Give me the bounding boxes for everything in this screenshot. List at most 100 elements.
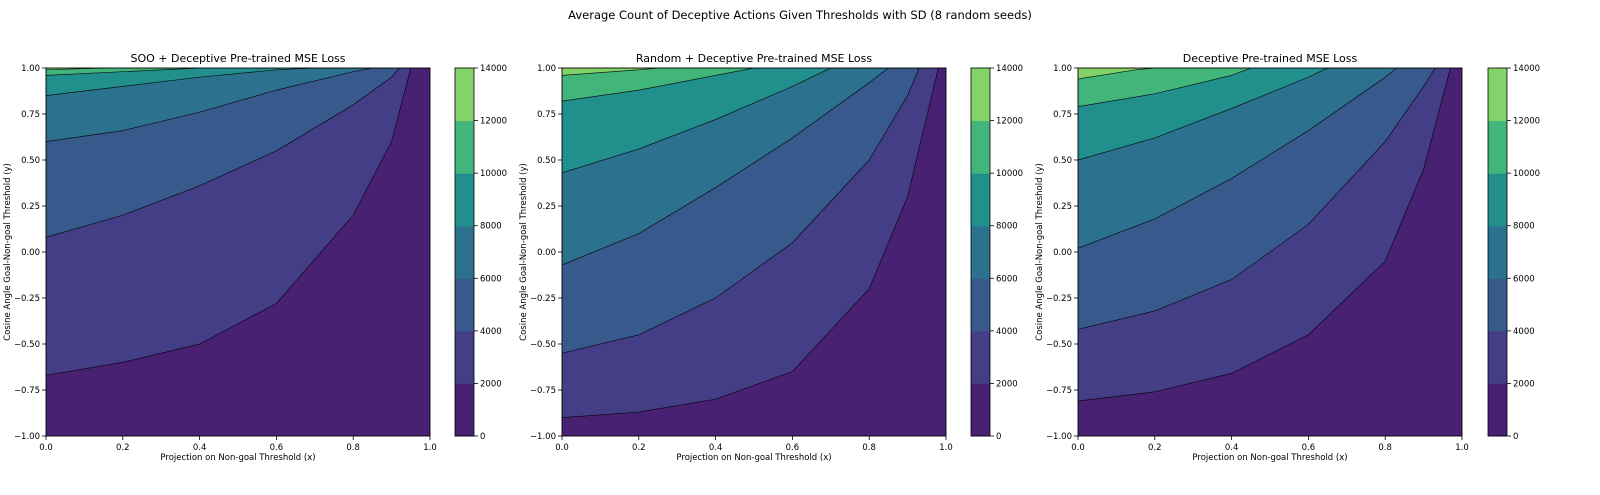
x-tick-label: 1.0	[423, 443, 437, 453]
contour-line-12000	[562, 68, 659, 76]
colorbar-tick-label: 10000	[996, 169, 1023, 179]
colorbar-band-12000	[1488, 68, 1507, 122]
colorbar-band-4000	[1488, 278, 1507, 332]
y-tick-label: −0.25	[14, 294, 40, 304]
colorbar-frame	[454, 67, 475, 437]
y-tick-label: −0.75	[530, 386, 556, 396]
colorbar-band-0	[455, 383, 474, 437]
colorbar-tick-label: 14000	[480, 64, 507, 74]
y-tick-label: 0.25	[21, 202, 40, 212]
subplot-title: Random + Deceptive Pre-trained MSE Loss	[636, 52, 873, 65]
panel-3: 0.0 0.2 0.4 0.6 0.8 1.0 1.00 0.75 0.50 0.25 0.00 −0…	[1035, 52, 1540, 463]
colorbar-band-12000	[455, 68, 474, 122]
y-axis-label: Cosine Angle Goal-Non-goal Threshold (y)	[519, 163, 529, 341]
colorbar-tick-label: 4000	[1513, 327, 1535, 337]
colorbar-band-8000	[971, 173, 990, 227]
x-tick-label: 0.4	[193, 443, 207, 453]
contour-area	[562, 68, 946, 436]
y-axis-label: Cosine Angle Goal-Non-goal Threshold (y)	[1035, 163, 1045, 341]
x-tick-label: 0.6	[1302, 443, 1316, 453]
contour-line-12000	[1078, 68, 1155, 80]
contour-band-5	[1078, 68, 1251, 107]
contour-band-4	[46, 68, 315, 96]
x-tick-label: 0.0	[555, 443, 569, 453]
colorbar-tick-label: 4000	[480, 327, 502, 337]
contour-line-4000	[46, 68, 400, 238]
y-tick-label: 0.00	[1053, 248, 1072, 258]
colorbar-band-2000	[971, 330, 990, 384]
contour-band-5	[562, 68, 754, 102]
colorbar-band-8000	[1488, 173, 1507, 227]
colorbar-band-2000	[1488, 330, 1507, 384]
x-tick-label: 1.0	[939, 443, 953, 453]
y-tick-label: −0.50	[1046, 340, 1072, 350]
contour-line-10000	[562, 68, 755, 102]
colorbar-tick-label: 12000	[1513, 117, 1540, 127]
subplot-title: Deceptive Pre-trained MSE Loss	[1183, 52, 1358, 65]
colorbar-tick-label: 6000	[996, 274, 1018, 284]
colorbar-frame	[970, 67, 991, 437]
colorbar-band-8000	[455, 173, 474, 227]
x-tick-label: 0.6	[270, 443, 284, 453]
colorbar-tick-label: 8000	[480, 222, 502, 232]
y-tick-label: 0.75	[537, 110, 556, 120]
colorbar-tick-label: 12000	[996, 117, 1023, 127]
colorbar-tick-label: 0	[996, 432, 1001, 442]
colorbar-band-10000	[1488, 120, 1507, 174]
colorbar-band-0	[971, 383, 990, 437]
x-tick-label: 0.8	[862, 443, 876, 453]
contour-band-6	[1078, 68, 1155, 79]
contour-line-8000	[1078, 68, 1328, 161]
y-tick-label: 0.50	[21, 156, 40, 166]
colorbar-tick-label: 2000	[480, 379, 502, 389]
y-tick-label: 0.75	[21, 110, 40, 120]
figure-title: Average Count of Deceptive Actions Given…	[568, 8, 1032, 22]
contour-line-4000	[562, 68, 920, 354]
x-tick-label: 0.4	[709, 443, 723, 453]
y-tick-label: −1.00	[14, 432, 40, 442]
colorbar-tick-label: 2000	[996, 379, 1018, 389]
contour-line-4000	[1078, 68, 1436, 330]
y-tick-label: 0.50	[1053, 156, 1072, 166]
x-tick-label: 0.2	[632, 443, 646, 453]
y-tick-label: −0.25	[1046, 294, 1072, 304]
x-tick-label: 0.8	[346, 443, 360, 453]
colorbar-frame	[1487, 67, 1508, 437]
x-tick-label: 0.4	[1225, 443, 1239, 453]
colorbar-band-10000	[971, 120, 990, 174]
contour-line-6000	[562, 68, 889, 266]
x-tick-label: 0.6	[786, 443, 800, 453]
y-tick-label: 0.75	[1053, 110, 1072, 120]
x-tick-label: 0.0	[39, 443, 53, 453]
colorbar-band-6000	[1488, 225, 1507, 279]
colorbar-tick-label: 14000	[1513, 64, 1540, 74]
y-tick-label: −1.00	[530, 432, 556, 442]
colorbar-band-10000	[455, 120, 474, 174]
y-tick-label: 0.50	[537, 156, 556, 166]
panel-2: 0.0 0.2 0.4 0.6 0.8 1.0 1.00 0.75 0.50 0.25 0.00 −0…	[519, 52, 1023, 463]
colorbar-tick-label: 8000	[996, 222, 1018, 232]
contour-line-6000	[1078, 68, 1397, 249]
colorbar-band-6000	[455, 225, 474, 279]
contour-line-10000	[1078, 68, 1251, 107]
colorbar-band-4000	[455, 278, 474, 332]
colorbar-tick-label: 6000	[480, 274, 502, 284]
colorbar-tick-label: 10000	[1513, 169, 1540, 179]
contour-line-10000	[46, 68, 200, 76]
x-tick-label: 0.8	[1378, 443, 1392, 453]
y-tick-label: 1.00	[1053, 64, 1072, 74]
contour-line-8000	[562, 68, 831, 174]
contour-line-2000	[562, 68, 939, 418]
contour-line-2000	[1078, 68, 1451, 402]
panel-1: 0.0 0.2 0.4 0.6 0.8 1.0 1.00 0.75 0.50 0.25 0.00 −0…	[3, 52, 507, 463]
x-axis-label: Projection on Non-goal Threshold (x)	[160, 453, 315, 463]
colorbar-tick-label: 6000	[1513, 274, 1535, 284]
x-tick-label: 0.2	[116, 443, 130, 453]
x-tick-label: 0.0	[1071, 443, 1085, 453]
y-tick-label: −1.00	[1046, 432, 1072, 442]
x-axis-label: Projection on Non-goal Threshold (x)	[676, 453, 831, 463]
contour-area	[1078, 68, 1462, 436]
y-tick-label: −0.50	[530, 340, 556, 350]
colorbar-tick-label: 12000	[480, 117, 507, 127]
